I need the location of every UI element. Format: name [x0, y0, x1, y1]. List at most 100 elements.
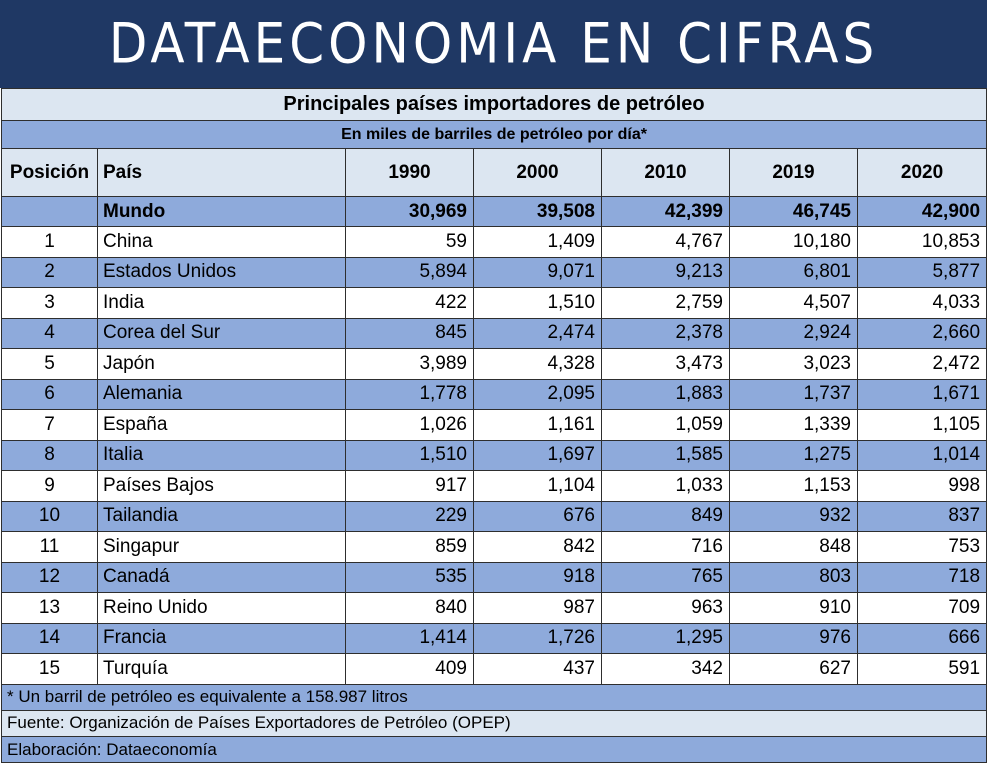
table-subtitle: En miles de barriles de petróleo por día…	[0, 120, 987, 149]
row-value-2020: 718	[856, 561, 987, 593]
row-position: 7	[1, 409, 98, 441]
row-value-1990: 859	[345, 531, 474, 563]
row-value-2019: 1,339	[729, 409, 858, 441]
row-country: Turquía	[97, 653, 346, 685]
row-country: India	[97, 287, 346, 319]
row-value-1990: 59	[345, 226, 474, 258]
row-value-2000: 918	[473, 561, 602, 593]
world-2019: 46,745	[729, 196, 858, 227]
row-value-2000: 1,510	[473, 287, 602, 319]
row-position: 9	[1, 470, 98, 502]
row-value-2020: 709	[856, 592, 987, 624]
table-row: 5 Japón 3,989 4,328 3,473 3,023 2,472	[1, 348, 987, 380]
table-title: Principales países importadores de petró…	[0, 88, 987, 121]
table-subtitle-row: En miles de barriles de petróleo por día…	[0, 120, 987, 149]
header-position: Posición	[1, 148, 98, 197]
row-position: 11	[1, 531, 98, 563]
row-country: Reino Unido	[97, 592, 346, 624]
header-row: Posición País 1990 2000 2010 2019 2020	[1, 148, 987, 197]
row-value-2000: 1,697	[473, 439, 602, 471]
row-country: Italia	[97, 439, 346, 471]
row-value-2000: 1,104	[473, 470, 602, 502]
row-value-1990: 1,026	[345, 409, 474, 441]
row-value-2010: 3,473	[601, 348, 730, 380]
table-row: 13 Reino Unido 840 987 963 910 709	[1, 592, 987, 624]
row-value-2000: 1,409	[473, 226, 602, 258]
row-value-2020: 591	[856, 653, 987, 685]
source-note: Fuente: Organización de Países Exportado…	[0, 709, 987, 738]
row-value-2019: 10,180	[729, 226, 858, 258]
credit-row: Elaboración: Dataeconomía	[0, 736, 987, 763]
row-value-2019: 627	[729, 653, 858, 685]
row-value-2019: 1,153	[729, 470, 858, 502]
row-country: Tailandia	[97, 500, 346, 532]
row-value-2000: 9,071	[473, 256, 602, 288]
row-value-1990: 1,510	[345, 439, 474, 471]
row-value-2000: 1,161	[473, 409, 602, 441]
row-value-2020: 10,853	[856, 226, 987, 258]
world-2020: 42,900	[856, 196, 987, 227]
row-position: 4	[1, 317, 98, 349]
row-position: 10	[1, 500, 98, 532]
row-value-2020: 998	[856, 470, 987, 502]
footnote-row: * Un barril de petróleo es equivalente a…	[0, 683, 987, 711]
row-value-1990: 409	[345, 653, 474, 685]
row-position: 6	[1, 378, 98, 410]
row-position: 5	[1, 348, 98, 380]
row-country: Japón	[97, 348, 346, 380]
row-value-1990: 1,778	[345, 378, 474, 410]
row-value-2010: 1,059	[601, 409, 730, 441]
table-row: 3 India 422 1,510 2,759 4,507 4,033	[1, 287, 987, 319]
row-country: España	[97, 409, 346, 441]
table-row: 10 Tailandia 229 676 849 932 837	[1, 500, 987, 532]
world-2000: 39,508	[473, 196, 602, 227]
row-country: Canadá	[97, 561, 346, 593]
world-position	[1, 196, 98, 227]
row-value-2019: 803	[729, 561, 858, 593]
table-row: 1 China 59 1,409 4,767 10,180 10,853	[1, 226, 987, 258]
oil-importers-table: Principales países importadores de petró…	[0, 88, 987, 763]
row-value-1990: 840	[345, 592, 474, 624]
table-row: 4 Corea del Sur 845 2,474 2,378 2,924 2,660	[1, 317, 987, 349]
table-row: 9 Países Bajos 917 1,104 1,033 1,153 998	[1, 470, 987, 502]
row-position: 2	[1, 256, 98, 288]
world-label: Mundo	[97, 196, 346, 227]
credit-note: Elaboración: Dataeconomía	[0, 736, 987, 763]
row-value-2019: 4,507	[729, 287, 858, 319]
row-value-2019: 3,023	[729, 348, 858, 380]
banner-title: DATAECONOMIA EN CIFRAS	[108, 12, 879, 76]
row-position: 3	[1, 287, 98, 319]
row-value-2010: 765	[601, 561, 730, 593]
header-2010: 2010	[601, 148, 730, 197]
row-value-2010: 4,767	[601, 226, 730, 258]
row-position: 12	[1, 561, 98, 593]
row-value-2019: 848	[729, 531, 858, 563]
row-value-2020: 1,014	[856, 439, 987, 471]
row-value-1990: 845	[345, 317, 474, 349]
row-value-2010: 963	[601, 592, 730, 624]
footnote: * Un barril de petróleo es equivalente a…	[0, 683, 987, 711]
row-value-2000: 676	[473, 500, 602, 532]
row-value-2019: 1,275	[729, 439, 858, 471]
header-2019: 2019	[729, 148, 858, 197]
row-value-2020: 4,033	[856, 287, 987, 319]
table-row: 12 Canadá 535 918 765 803 718	[1, 561, 987, 593]
row-value-2019: 976	[729, 622, 858, 654]
row-position: 1	[1, 226, 98, 258]
row-value-2019: 1,737	[729, 378, 858, 410]
row-value-2019: 6,801	[729, 256, 858, 288]
header-country: País	[97, 148, 346, 197]
table-row: 7 España 1,026 1,161 1,059 1,339 1,105	[1, 409, 987, 441]
table-row: 15 Turquía 409 437 342 627 591	[1, 653, 987, 685]
row-value-2019: 2,924	[729, 317, 858, 349]
row-value-1990: 917	[345, 470, 474, 502]
row-value-1990: 1,414	[345, 622, 474, 654]
row-value-2010: 1,883	[601, 378, 730, 410]
source-row: Fuente: Organización de Países Exportado…	[0, 709, 987, 738]
header-1990: 1990	[345, 148, 474, 197]
row-position: 15	[1, 653, 98, 685]
row-position: 13	[1, 592, 98, 624]
row-value-2010: 2,378	[601, 317, 730, 349]
row-value-2000: 1,726	[473, 622, 602, 654]
row-value-2020: 837	[856, 500, 987, 532]
